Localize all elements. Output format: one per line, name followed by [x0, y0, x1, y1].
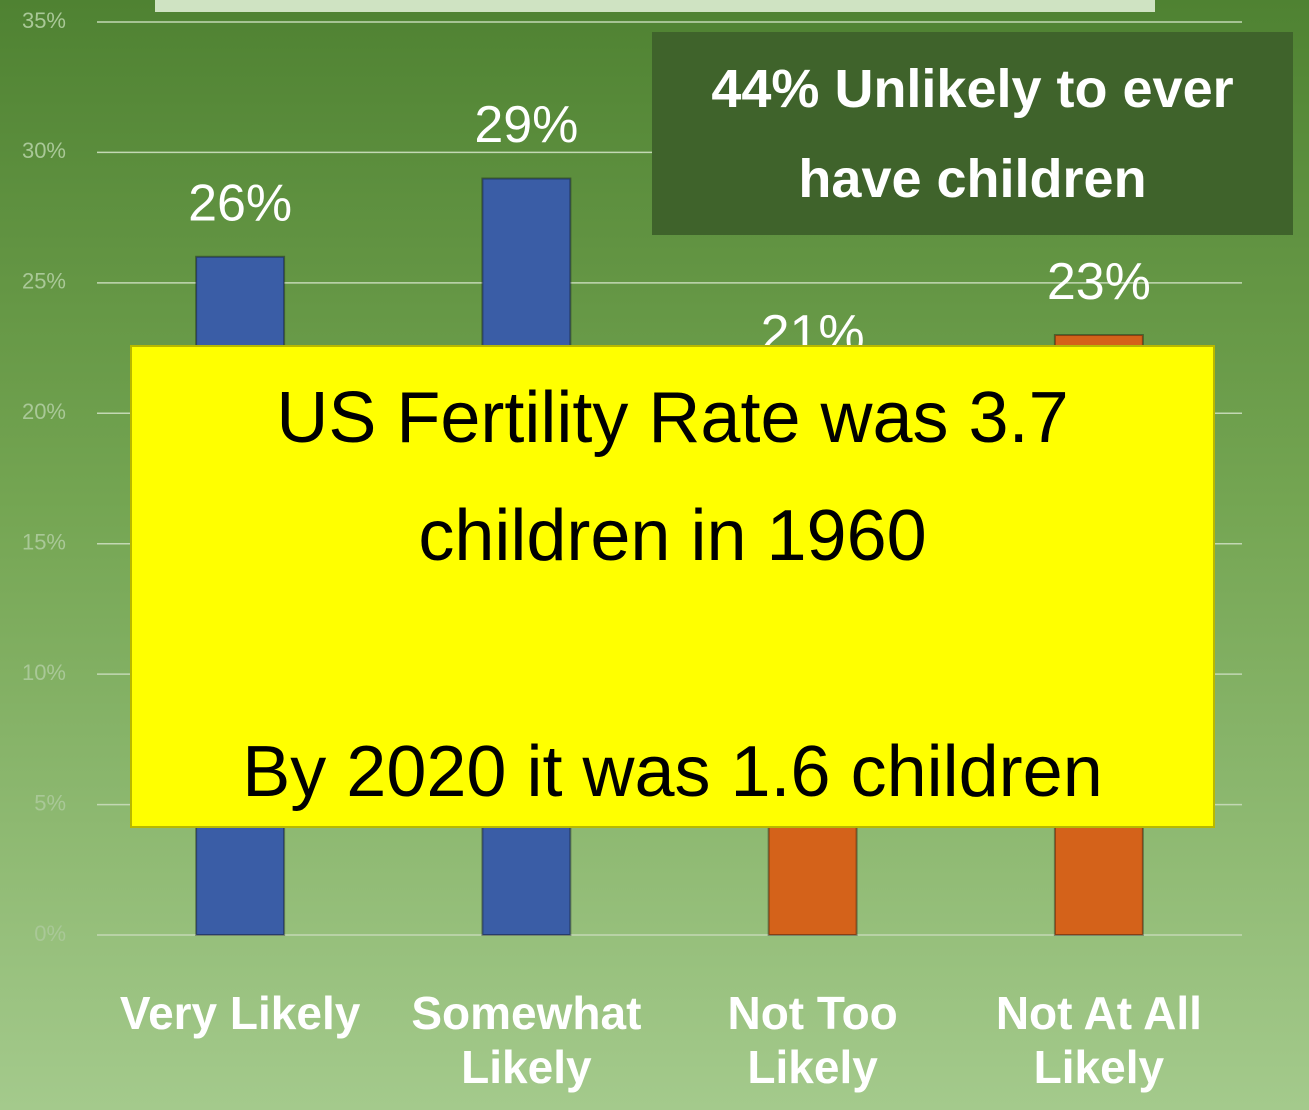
y-tick-label: 5%	[34, 790, 66, 815]
x-tick-label: Very Likely	[119, 987, 361, 1039]
y-tick-label: 0%	[34, 921, 66, 946]
annotation-box: 44% Unlikely to ever have children	[652, 32, 1293, 235]
y-tick-label: 25%	[22, 269, 66, 294]
annotation-box: US Fertility Rate was 3.7 children in 19…	[130, 345, 1215, 828]
y-tick-label: 35%	[22, 8, 66, 33]
top-strip	[155, 0, 1155, 12]
annotation: US Fertility Rate was 3.7 children in 19…	[276, 378, 1069, 576]
x-tick-label: Not At All Likely	[995, 987, 1202, 1093]
data-label: 23%	[1047, 253, 1151, 311]
y-tick-label: 10%	[22, 660, 66, 685]
annotation: 44% Unlikely to ever have children	[711, 58, 1234, 209]
y-tick-label: 15%	[22, 530, 66, 555]
annotation: By 2020 it was 1.6 children	[242, 732, 1103, 812]
data-label: 26%	[188, 175, 292, 233]
data-label: 29%	[474, 96, 578, 154]
x-tick-label: Not Too Likely	[727, 987, 898, 1093]
y-tick-label: 30%	[22, 138, 66, 163]
x-tick-label: Somewhat Likely	[411, 987, 642, 1093]
y-tick-label: 20%	[22, 399, 66, 424]
